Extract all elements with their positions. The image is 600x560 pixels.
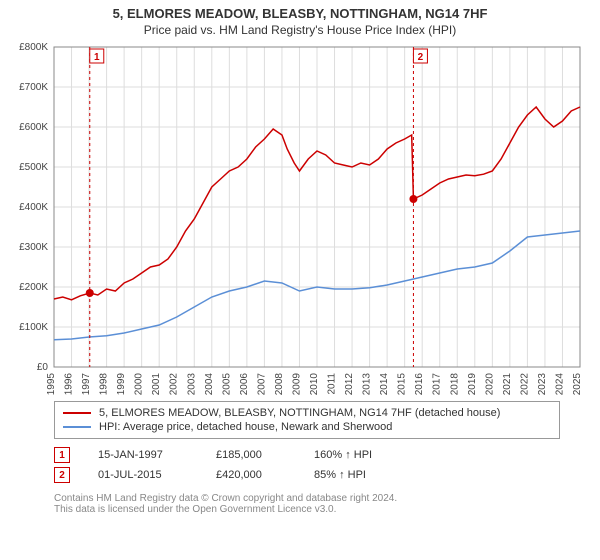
title-sub: Price paid vs. HM Land Registry's House … xyxy=(0,23,600,37)
legend-item: HPI: Average price, detached house, Newa… xyxy=(63,420,551,434)
svg-text:2000: 2000 xyxy=(134,373,145,396)
svg-text:2019: 2019 xyxy=(467,373,478,396)
svg-text:2002: 2002 xyxy=(169,373,180,396)
svg-text:2013: 2013 xyxy=(362,373,373,396)
svg-text:2005: 2005 xyxy=(221,373,232,396)
svg-text:2: 2 xyxy=(418,52,424,63)
svg-text:2011: 2011 xyxy=(327,373,338,395)
chart-area: £0 £100K £200K £300K £400K £500K £600K £700K £80… xyxy=(0,37,600,397)
footer: Contains HM Land Registry data © Crown c… xyxy=(54,493,560,515)
marker-icon: 1 xyxy=(54,447,70,463)
svg-text:£800K: £800K xyxy=(19,42,48,53)
svg-text:1998: 1998 xyxy=(99,373,110,396)
legend-swatch xyxy=(63,412,91,414)
footer-line: Contains HM Land Registry data © Crown c… xyxy=(54,493,560,504)
tx-price: £420,000 xyxy=(216,469,286,481)
svg-text:1996: 1996 xyxy=(64,373,75,396)
svg-text:£500K: £500K xyxy=(19,162,48,173)
svg-text:2016: 2016 xyxy=(414,373,425,396)
svg-text:2023: 2023 xyxy=(537,373,548,396)
svg-text:2025: 2025 xyxy=(572,373,583,396)
svg-text:1: 1 xyxy=(94,52,100,63)
svg-text:2008: 2008 xyxy=(274,373,285,396)
svg-text:1995: 1995 xyxy=(46,373,57,396)
legend: 5, ELMORES MEADOW, BLEASBY, NOTTINGHAM, … xyxy=(54,401,560,439)
footer-line: This data is licensed under the Open Gov… xyxy=(54,504,560,515)
svg-text:2012: 2012 xyxy=(344,373,355,396)
svg-text:£700K: £700K xyxy=(19,82,48,93)
svg-text:2015: 2015 xyxy=(397,373,408,396)
svg-text:1999: 1999 xyxy=(116,373,127,396)
table-row: 2 01-JUL-2015 £420,000 85% ↑ HPI xyxy=(54,465,560,485)
svg-text:2007: 2007 xyxy=(256,373,267,396)
tx-delta: 160% ↑ HPI xyxy=(314,449,404,461)
svg-text:2014: 2014 xyxy=(379,373,390,396)
svg-text:2017: 2017 xyxy=(432,373,443,396)
tx-date: 15-JAN-1997 xyxy=(98,449,188,461)
svg-text:2022: 2022 xyxy=(519,373,530,396)
legend-swatch xyxy=(63,426,91,428)
title-main: 5, ELMORES MEADOW, BLEASBY, NOTTINGHAM, … xyxy=(0,6,600,21)
chart-titles: 5, ELMORES MEADOW, BLEASBY, NOTTINGHAM, … xyxy=(0,0,600,37)
svg-text:2010: 2010 xyxy=(309,373,320,396)
table-row: 1 15-JAN-1997 £185,000 160% ↑ HPI xyxy=(54,445,560,465)
svg-text:£100K: £100K xyxy=(19,322,48,333)
tx-delta: 85% ↑ HPI xyxy=(314,469,404,481)
marker-icon: 2 xyxy=(54,467,70,483)
tx-price: £185,000 xyxy=(216,449,286,461)
svg-text:2018: 2018 xyxy=(449,373,460,396)
svg-text:£400K: £400K xyxy=(19,202,48,213)
svg-text:2021: 2021 xyxy=(502,373,513,396)
svg-text:2009: 2009 xyxy=(291,373,302,396)
svg-text:2004: 2004 xyxy=(204,373,215,396)
price-chart: £0 £100K £200K £300K £400K £500K £600K £700K £80… xyxy=(0,37,600,397)
svg-text:2024: 2024 xyxy=(554,373,565,396)
svg-text:2006: 2006 xyxy=(239,373,250,396)
svg-text:£300K: £300K xyxy=(19,242,48,253)
svg-text:1997: 1997 xyxy=(81,373,92,396)
legend-item: 5, ELMORES MEADOW, BLEASBY, NOTTINGHAM, … xyxy=(63,406,551,420)
svg-text:£600K: £600K xyxy=(19,122,48,133)
legend-label: 5, ELMORES MEADOW, BLEASBY, NOTTINGHAM, … xyxy=(99,407,500,419)
svg-text:£200K: £200K xyxy=(19,282,48,293)
svg-text:2020: 2020 xyxy=(484,373,495,396)
tx-date: 01-JUL-2015 xyxy=(98,469,188,481)
svg-text:£0: £0 xyxy=(37,362,49,373)
transaction-table: 1 15-JAN-1997 £185,000 160% ↑ HPI 2 01-J… xyxy=(54,445,560,485)
legend-label: HPI: Average price, detached house, Newa… xyxy=(99,421,392,433)
svg-text:2001: 2001 xyxy=(151,373,162,396)
svg-text:2003: 2003 xyxy=(186,373,197,396)
